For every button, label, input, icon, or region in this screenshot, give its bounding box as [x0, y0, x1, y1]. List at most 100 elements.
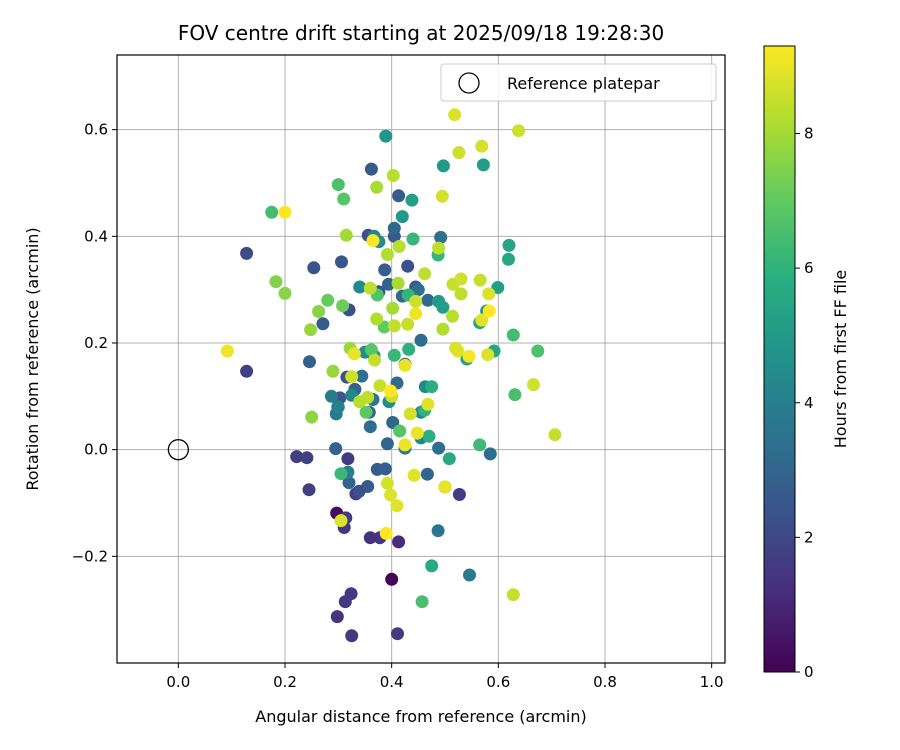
colorbar-tick-label: 4	[804, 394, 814, 412]
colorbar-tick-label: 2	[804, 528, 814, 546]
data-point	[386, 169, 400, 182]
y-tick-label: 0.0	[84, 441, 108, 459]
data-point	[398, 438, 412, 452]
data-point	[415, 595, 429, 609]
data-point	[391, 627, 404, 641]
data-point	[330, 610, 344, 624]
data-point	[491, 281, 505, 294]
data-point	[336, 299, 350, 313]
x-tick-label: 0.8	[593, 673, 617, 691]
data-point	[335, 255, 348, 269]
data-point	[409, 307, 423, 321]
data-point	[379, 129, 393, 143]
data-point	[240, 364, 254, 378]
data-point	[378, 263, 392, 277]
y-axis-label: Rotation from reference (arcmin)	[23, 227, 42, 490]
data-point	[463, 568, 476, 582]
data-point	[331, 400, 345, 414]
data-point	[307, 261, 321, 275]
data-point	[512, 124, 526, 138]
data-point	[331, 178, 345, 192]
data-point	[337, 192, 351, 206]
data-point	[364, 343, 378, 357]
data-point	[420, 467, 434, 481]
data-point	[409, 294, 423, 308]
data-point	[342, 476, 356, 490]
data-point	[508, 388, 522, 402]
colorbar-label: Hours from first FF file	[831, 270, 850, 449]
data-point	[398, 358, 412, 372]
data-point	[305, 410, 319, 424]
data-point	[329, 442, 343, 456]
data-point	[395, 210, 409, 224]
data-point	[402, 342, 416, 356]
data-point	[363, 420, 377, 434]
data-point	[368, 353, 382, 367]
data-point	[405, 193, 419, 207]
data-point	[418, 267, 432, 281]
legend-reference-marker-icon	[458, 72, 480, 94]
data-point	[384, 384, 398, 398]
data-point	[506, 588, 520, 602]
data-point	[502, 252, 515, 266]
data-point	[355, 369, 369, 383]
x-axis-ticks: 0.0 0.2 0.4 0.6 0.8 1.0	[166, 663, 724, 691]
y-tick-label: −0.2	[72, 547, 108, 565]
x-tick-label: 0.6	[486, 673, 510, 691]
data-point	[300, 451, 314, 465]
data-point	[421, 397, 435, 411]
data-point	[341, 452, 355, 466]
reference-marker-layer	[167, 439, 189, 461]
data-point	[392, 240, 406, 253]
data-point	[363, 281, 377, 295]
data-point	[410, 426, 424, 440]
data-point	[436, 322, 450, 336]
data-point	[434, 230, 448, 244]
data-point	[370, 180, 384, 194]
data-point	[269, 275, 283, 289]
data-point	[481, 348, 495, 362]
data-point	[380, 476, 394, 490]
colorbar-tick-label: 6	[804, 259, 814, 277]
data-point	[352, 484, 366, 498]
data-point	[482, 287, 496, 301]
data-point	[366, 234, 380, 248]
data-point	[370, 312, 384, 326]
data-point	[473, 273, 487, 287]
data-point	[436, 159, 450, 173]
data-point	[482, 304, 496, 318]
data-point	[407, 468, 421, 482]
data-point	[345, 629, 359, 643]
grid	[117, 55, 725, 663]
data-point	[476, 158, 490, 172]
legend: Reference platepar	[440, 63, 717, 102]
colorbar-tick-label: 8	[804, 125, 814, 143]
data-point	[392, 535, 406, 549]
data-point	[387, 319, 401, 333]
x-tick-label: 1.0	[700, 673, 724, 691]
data-point	[373, 379, 387, 393]
data-point	[347, 347, 361, 361]
data-point	[401, 259, 415, 273]
data-point	[411, 283, 425, 297]
legend-entry-reference: Reference platepar	[507, 74, 660, 93]
x-tick-label: 0.0	[166, 673, 190, 691]
data-point	[359, 405, 373, 419]
data-point	[425, 559, 439, 573]
data-point	[425, 380, 439, 394]
data-point	[401, 317, 415, 331]
data-point	[475, 313, 489, 327]
data-points	[220, 108, 562, 643]
data-point	[220, 344, 234, 358]
data-point	[316, 317, 330, 331]
data-point	[436, 300, 450, 314]
data-point	[506, 328, 520, 342]
data-point	[431, 524, 445, 538]
data-point	[382, 277, 395, 291]
data-point	[353, 395, 367, 409]
data-point	[380, 248, 394, 261]
data-point	[380, 437, 394, 451]
data-point	[449, 341, 463, 355]
data-point	[448, 108, 462, 122]
